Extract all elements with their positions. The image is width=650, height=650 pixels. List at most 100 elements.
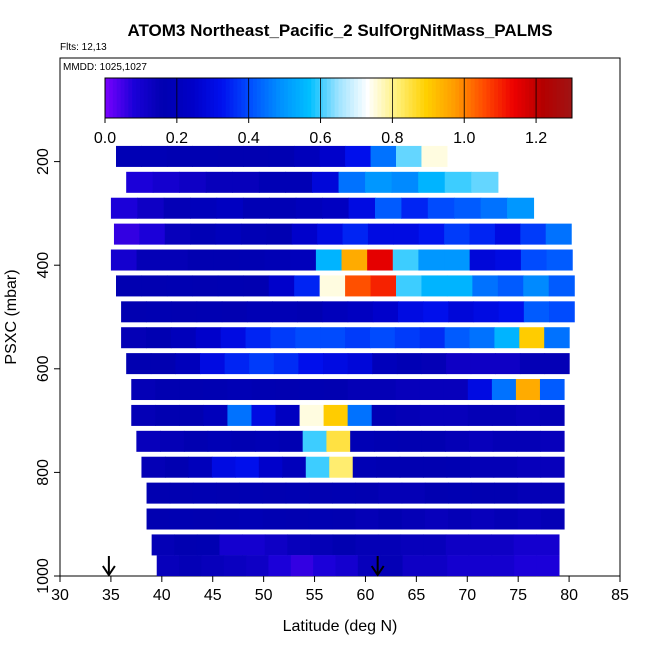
heatmap-cell xyxy=(232,171,260,193)
heatmap-cell xyxy=(401,508,426,530)
heatmap-cell xyxy=(377,534,402,556)
heatmap-cell xyxy=(491,379,517,401)
heatmap-cell xyxy=(418,249,445,271)
heatmap-cell xyxy=(423,534,447,556)
heatmap-cell xyxy=(497,275,524,297)
heatmap-cell xyxy=(116,145,143,167)
heatmap-cell xyxy=(397,301,424,323)
heatmap-cell xyxy=(169,482,194,504)
heatmap-cell xyxy=(320,327,346,349)
colorbar-swatch xyxy=(350,78,355,118)
heatmap-cell xyxy=(243,145,270,167)
heatmap-cell xyxy=(216,197,244,219)
colorbar-swatch xyxy=(540,78,546,118)
heatmap-cell xyxy=(162,249,189,271)
heatmap-cell xyxy=(179,379,204,401)
colorbar-swatch xyxy=(272,78,277,118)
colorbar-swatch xyxy=(521,78,526,118)
heatmap-cell xyxy=(221,301,248,323)
colorbar-swatch xyxy=(357,78,363,118)
heatmap-cell xyxy=(396,353,423,375)
colorbar-swatch xyxy=(552,78,557,118)
colorbar-swatch xyxy=(509,78,515,118)
marker-arrow-head xyxy=(370,565,385,577)
colorbar-swatch xyxy=(280,78,285,118)
heatmap-cell xyxy=(113,223,140,245)
colorbar-swatch xyxy=(202,78,207,118)
heatmap-cell xyxy=(262,508,287,530)
heatmap-cell xyxy=(332,508,356,530)
heatmap-cell xyxy=(443,379,469,401)
heatmap-cell xyxy=(372,301,399,323)
heatmap-cell xyxy=(401,482,426,504)
heatmap-cell xyxy=(424,508,449,530)
heatmap-cell xyxy=(468,534,492,556)
colorbar-swatch xyxy=(544,78,550,118)
heatmap-cell xyxy=(515,404,541,426)
heatmap-cell xyxy=(392,249,419,271)
heatmap-cell xyxy=(469,555,493,577)
heatmap-cell xyxy=(338,171,366,193)
heatmap-cell xyxy=(287,534,311,556)
colorbar-swatch xyxy=(159,78,164,118)
marker-arrow-head xyxy=(102,565,116,577)
colorbar-swatch xyxy=(447,78,452,118)
colorbar-swatch xyxy=(389,78,394,118)
colorbar-swatch xyxy=(330,78,336,118)
colorbar-swatch xyxy=(424,78,429,118)
heatmap-cell xyxy=(352,456,377,478)
heatmap-cell xyxy=(239,249,266,271)
heatmap-cell xyxy=(110,197,138,219)
heatmap-cell xyxy=(419,379,445,401)
heatmap-cell xyxy=(445,534,470,556)
y-tick-label: 400 xyxy=(35,252,52,279)
colorbar-swatch xyxy=(190,78,196,118)
heatmap-cell xyxy=(454,197,482,219)
heatmap-cell xyxy=(355,508,380,530)
heatmap-cell xyxy=(323,353,349,375)
heatmap-cell xyxy=(418,223,445,245)
colorbar-swatch xyxy=(303,78,308,118)
heatmap-cell xyxy=(517,508,542,530)
heatmap-cell xyxy=(540,482,565,504)
heatmap-cell xyxy=(549,301,575,323)
heatmap-cell xyxy=(224,353,250,375)
colorbar-swatch xyxy=(536,78,542,118)
heatmap-cell xyxy=(491,534,515,556)
heatmap-cell xyxy=(217,275,244,297)
colorbar-swatch xyxy=(241,78,246,118)
colorbar-swatch xyxy=(361,78,367,118)
heatmap-cell xyxy=(544,353,570,375)
heatmap-cell xyxy=(514,555,538,577)
heatmap-cell xyxy=(151,534,175,556)
heatmap-cell xyxy=(282,456,307,478)
heatmap-cell xyxy=(375,197,403,219)
flights-label: Flts: 12,13 xyxy=(60,42,107,53)
heatmap-cell xyxy=(421,275,448,297)
colorbar-swatch xyxy=(322,78,328,118)
heatmap-cell xyxy=(227,404,253,426)
heatmap-cell xyxy=(190,197,218,219)
heatmap-cell xyxy=(251,379,277,401)
heatmap-cell xyxy=(347,353,373,375)
heatmap-cell xyxy=(424,482,449,504)
heatmap-cell xyxy=(540,508,565,530)
heatmap-cell xyxy=(160,430,185,452)
heatmap-cell xyxy=(376,456,401,478)
heatmap-cell xyxy=(367,249,394,271)
colorbar-swatch xyxy=(494,78,499,118)
x-tick-label: 35 xyxy=(102,587,120,604)
colorbar-swatch xyxy=(256,78,262,118)
heatmap-cell xyxy=(341,249,368,271)
colorbar xyxy=(104,77,573,119)
heatmap-cell xyxy=(378,508,403,530)
colorbar-swatch xyxy=(155,78,160,118)
heatmap-cell xyxy=(227,379,253,401)
heatmap-cell xyxy=(239,508,264,530)
colorbar-swatch xyxy=(435,78,441,118)
heatmap-cell xyxy=(299,379,325,401)
heatmap-cell xyxy=(393,223,420,245)
x-tick-label: 60 xyxy=(357,587,375,604)
heatmap-cell xyxy=(419,404,445,426)
